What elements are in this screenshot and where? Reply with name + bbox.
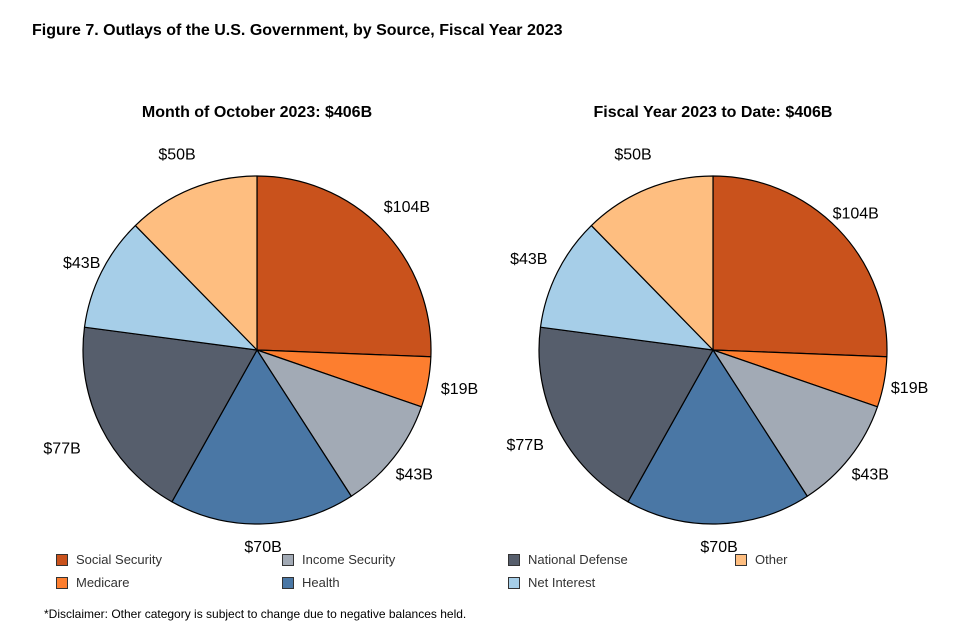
legend-label: Social Security (76, 552, 162, 567)
legend-label: Income Security (302, 552, 396, 567)
pie-slice-health (627, 349, 808, 525)
pie-slice-net-interest (83, 224, 258, 351)
data-label-net-interest: $43B (510, 251, 547, 268)
pie-slice-national-defense (538, 326, 714, 503)
pie-title-october: Month of October 2023: $406B (141, 104, 373, 121)
data-label-health: $70B (700, 539, 737, 556)
legend-swatch (56, 553, 68, 566)
legend-swatch (508, 576, 520, 589)
data-label-national-defense: $77B (507, 437, 544, 454)
data-label-social-security: $104B (384, 199, 430, 216)
pie-slice-income-security (712, 349, 879, 497)
data-label-net-interest: $43B (63, 255, 100, 272)
pie-slice-other (134, 175, 258, 351)
legend-swatch (282, 553, 294, 566)
data-label-income-security: $43B (852, 467, 889, 484)
pie-slice-national-defense (82, 326, 258, 503)
pie-slice-other (590, 175, 714, 351)
data-label-other: $50B (614, 147, 651, 164)
legend-item-national-defense: National Defense (508, 552, 628, 567)
pie-slice-social-security (256, 175, 432, 358)
legend-item-medicare: Medicare (56, 575, 129, 590)
data-label-income-security: $43B (396, 467, 433, 484)
disclaimer: *Disclaimer: Other category is subject t… (44, 607, 467, 621)
legend-label: Other (755, 552, 788, 567)
legend-item-income-security: Income Security (282, 552, 395, 567)
legend-item-net-interest: Net Interest (508, 575, 595, 590)
data-label-medicare: $19B (891, 380, 928, 397)
data-label-other: $50B (158, 147, 195, 164)
data-label-health: $70B (244, 539, 281, 556)
legend-swatch (282, 576, 294, 589)
data-label-national-defense: $77B (43, 441, 80, 458)
legend-item-other: Other (735, 552, 788, 567)
legend-label: Medicare (76, 575, 130, 590)
legend-label: National Defense (528, 552, 628, 567)
legend-swatch (508, 553, 520, 566)
legend-item-social-security: Social Security (56, 552, 162, 567)
pie-slice-net-interest (539, 224, 714, 351)
pie-slice-health (171, 349, 352, 525)
legend-label: Health (302, 575, 340, 590)
legend-swatch (735, 553, 747, 566)
legend-swatch (56, 576, 68, 589)
data-label-social-security: $104B (833, 206, 879, 223)
pie-slice-social-security (712, 175, 888, 358)
pie-title-fiscal-year: Fiscal Year 2023 to Date: $406B (593, 104, 833, 121)
legend-item-health: Health (282, 575, 340, 590)
data-label-medicare: $19B (441, 381, 478, 398)
figure-title: Figure 7. Outlays of the U.S. Government… (32, 22, 563, 39)
legend-label: Net Interest (528, 575, 596, 590)
pie-slice-income-security (256, 349, 423, 497)
